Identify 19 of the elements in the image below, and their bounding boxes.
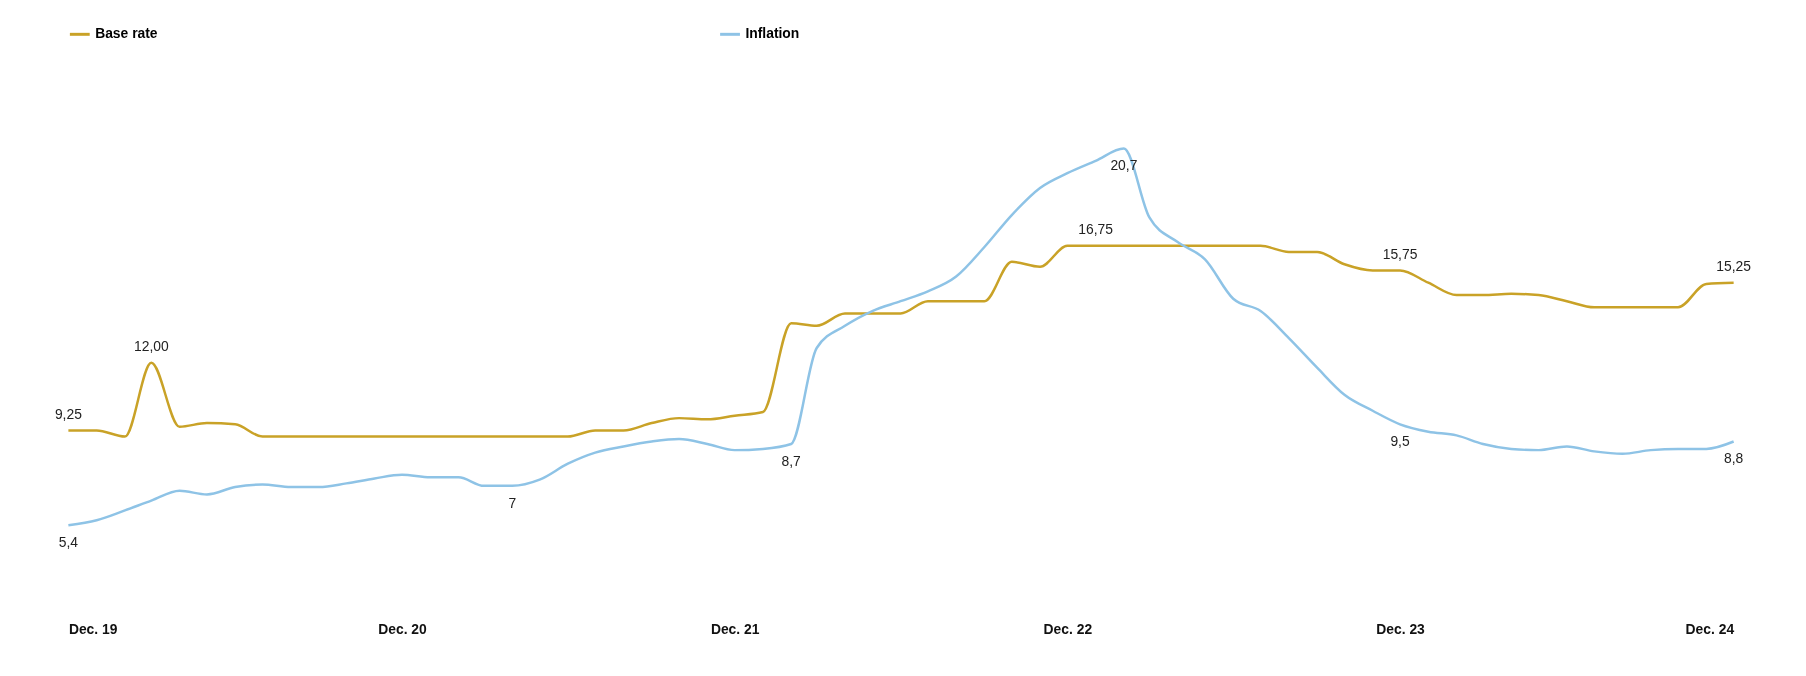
data-label: 16,75 [1078, 220, 1114, 237]
x-tick-label: Dec. 24 [1685, 620, 1735, 637]
data-label: 20,7 [1110, 157, 1138, 174]
x-tick-label: Dec. 23 [1376, 620, 1426, 637]
x-tick-label: Dec. 21 [710, 620, 760, 637]
data-label: 15,75 [1382, 245, 1418, 262]
data-label: 9,5 [1390, 433, 1410, 450]
data-label: 12,00 [133, 337, 169, 354]
data-label: 5,4 [58, 534, 79, 551]
x-tick-label: Dec. 20 [378, 620, 428, 637]
data-label: 8,8 [1724, 450, 1744, 467]
x-tick-label: Dec. 22 [1043, 620, 1093, 637]
data-label: 8,7 [781, 452, 802, 469]
legend-label: Inflation [745, 25, 800, 42]
data-label: 15,25 [1716, 257, 1752, 274]
data-label: 9,25 [54, 405, 83, 422]
legend-label: Base rate [95, 25, 158, 42]
x-tick-label: Dec. 19 [68, 620, 118, 637]
data-label: 7 [508, 494, 517, 511]
